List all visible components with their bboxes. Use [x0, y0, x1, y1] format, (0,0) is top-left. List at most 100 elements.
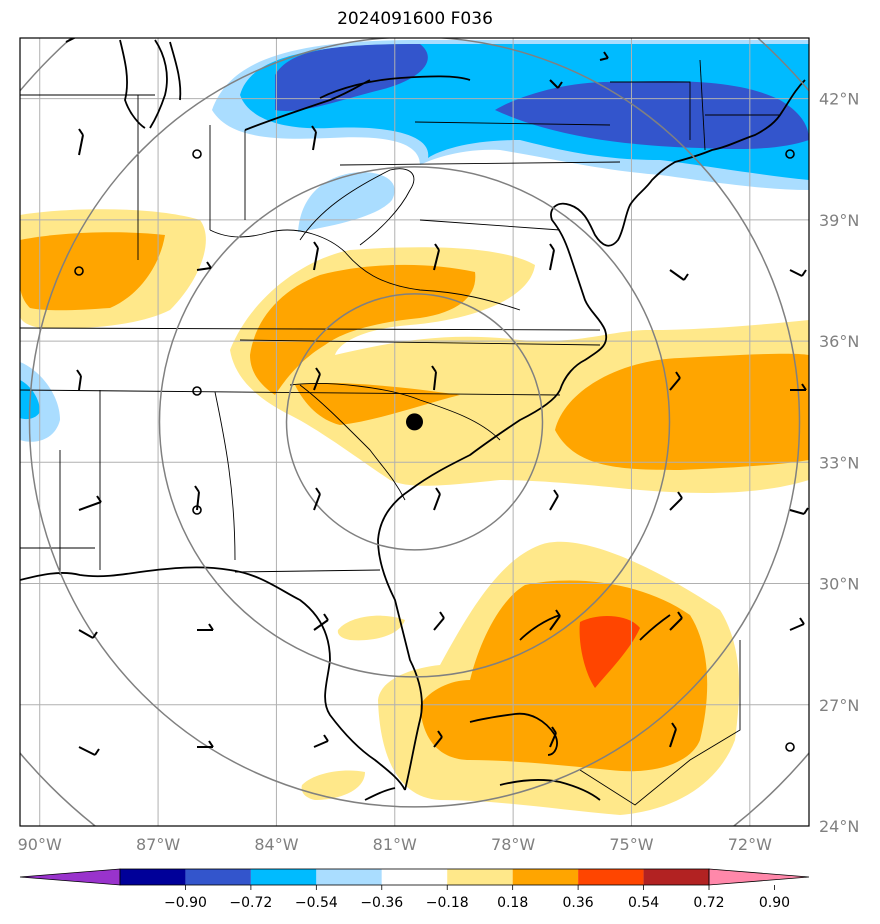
border-bahamas-box: [579, 640, 741, 806]
contour-pos-south-054: [579, 616, 640, 688]
wind-barb: [76, 369, 82, 391]
contour-neg-small: [298, 172, 395, 232]
wind-barb: [433, 487, 441, 511]
range-ring: [28, 38, 801, 808]
colorbar-extend-high: [708, 868, 810, 886]
contour-pos-east-036: [555, 353, 809, 470]
colorbar-tick-label: −0.36: [360, 895, 403, 911]
wind-barb: [78, 746, 100, 756]
wind-barb: [669, 269, 689, 281]
range-ring: [285, 293, 544, 551]
contour-pos-west-036: [20, 232, 165, 311]
wind-barb: [313, 613, 329, 631]
center-marker: [406, 413, 423, 431]
calm-marker: [192, 505, 202, 515]
colorbar-segment: [447, 869, 513, 885]
colorbar-tick-label: 0.54: [628, 895, 659, 911]
calm-marker: [785, 149, 795, 159]
border-nc-sc: [289, 383, 501, 441]
wind-barb: [313, 734, 329, 748]
coast-atlantic: [377, 79, 806, 791]
coast-cuba: [469, 712, 558, 756]
coast-lake-erie: [244, 79, 371, 131]
calm-marker: [74, 266, 84, 276]
lat-tick-label: 42°N: [819, 90, 859, 109]
wind-barb: [197, 623, 214, 631]
colorbar-tick-label: −0.72: [229, 895, 272, 911]
range-ring: [158, 166, 671, 678]
lon-tick-label: 75°W: [609, 835, 653, 854]
wind-barb: [669, 722, 677, 748]
wind-barb: [789, 269, 807, 277]
wind-barb: [78, 128, 84, 156]
coast-gulf: [20, 566, 406, 791]
colorbar-segment: [250, 869, 317, 885]
colorbar-tick-label: 0.90: [759, 895, 790, 911]
contour-pos-patch2: [301, 770, 365, 800]
border-ga-sc: [299, 384, 406, 501]
plot-title: 2024091600 F036: [337, 9, 493, 29]
lat-tick-label: 27°N: [819, 696, 859, 715]
wind-barb: [669, 371, 681, 391]
wind-barb: [549, 489, 559, 511]
border-wv: [299, 168, 415, 246]
calm-markers: [74, 149, 795, 752]
wind-barb: [669, 491, 683, 511]
colorbar-tick-label: −0.54: [295, 895, 338, 911]
lon-tick-label: 81°W: [373, 835, 417, 854]
wind-barb: [65, 38, 77, 43]
wind-barb: [196, 261, 212, 271]
lat-tick-label: 33°N: [819, 453, 859, 472]
colorbar-tick-label: 0.36: [563, 895, 594, 911]
wind-barb: [313, 241, 319, 271]
lon-tick-label: 72°W: [728, 835, 772, 854]
wind-barb: [197, 740, 214, 748]
wind-barb: [669, 611, 683, 631]
contour-pos-central-036a: [250, 264, 476, 395]
colorbar-segment: [643, 869, 709, 885]
colorbar-tick-label: 0.18: [497, 895, 528, 911]
map-frame: [19, 37, 810, 827]
colorbar-tick-label: 0.72: [693, 895, 724, 911]
border-al-ga: [214, 391, 236, 561]
border-ohio-river: [209, 229, 521, 311]
lat-tick-label: 24°N: [819, 817, 859, 836]
border-md: [419, 219, 561, 231]
contour-pos-patch1: [337, 615, 405, 641]
coast-lake-huron: [119, 39, 146, 129]
border-ga-fl: [234, 569, 381, 573]
wind-barb: [433, 730, 443, 748]
colorbar-segment: [120, 869, 186, 885]
lon-tick-label: 84°W: [254, 835, 298, 854]
calm-marker: [192, 149, 202, 159]
coast-keys: [364, 787, 396, 801]
wind-barb: [549, 609, 561, 631]
colorbar-extend-low: [19, 868, 121, 886]
wind-barb: [433, 611, 445, 631]
calm-marker: [785, 742, 795, 752]
coast-bahamas1: [519, 614, 561, 641]
border-va-nc: [239, 339, 601, 346]
latitude-labels: 42°N 39°N 36°N 33°N 30°N 27°N 24°N: [819, 90, 859, 836]
border-ny-pa: [414, 121, 611, 126]
lon-tick-label: 87°W: [136, 835, 180, 854]
lon-tick-label: 90°W: [18, 835, 62, 854]
colorbar: −0.90 −0.72 −0.54 −0.36 −0.18 0.18 0.36 0.54 0.7…: [19, 868, 810, 911]
lat-tick-label: 30°N: [819, 575, 859, 594]
calm-marker: [192, 386, 202, 396]
wind-barb: [789, 507, 809, 515]
coast-bahamas2: [639, 614, 671, 641]
wind-barb: [313, 367, 321, 391]
lon-tick-label: 78°W: [491, 835, 535, 854]
longitude-labels: 90°W 87°W 84°W 81°W 78°W 75°W 72°W: [18, 835, 772, 854]
colorbar-outline: [119, 868, 710, 886]
coast-greatlakes-michigan: [149, 39, 168, 129]
colorbar-segment: [578, 869, 644, 885]
wind-barb: [311, 125, 317, 151]
coast-cuba-south: [499, 778, 601, 801]
wind-barb: [194, 485, 200, 511]
border-pa: [339, 161, 621, 166]
border-ne: [610, 81, 691, 140]
